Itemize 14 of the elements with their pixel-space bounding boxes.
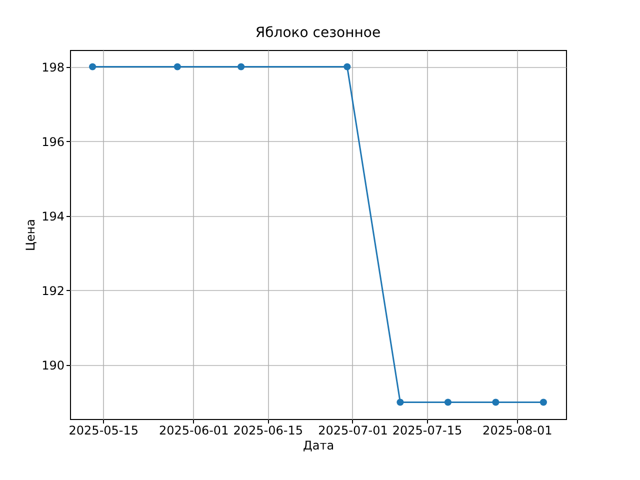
x-tick-label: 2025-06-01 <box>158 424 229 438</box>
y-tick-label: 190 <box>42 358 64 372</box>
y-tick-label: 198 <box>42 60 64 74</box>
x-axis-title: Дата <box>302 438 334 452</box>
y-tick-label: 192 <box>42 284 64 298</box>
y-tick-label: 196 <box>42 134 64 149</box>
x-tick-label: 2025-08-01 <box>482 424 552 438</box>
y-axis-title: Цена <box>24 219 38 251</box>
x-tick-label: 2025-07-15 <box>392 424 462 438</box>
x-tick-label: 2025-07-01 <box>318 424 388 438</box>
x-tick-label: 2025-06-15 <box>233 424 303 438</box>
chart-title: Яблоко сезонное <box>255 25 381 41</box>
y-tick-label: 194 <box>42 209 64 224</box>
x-tick-label: 2025-05-15 <box>68 424 139 438</box>
